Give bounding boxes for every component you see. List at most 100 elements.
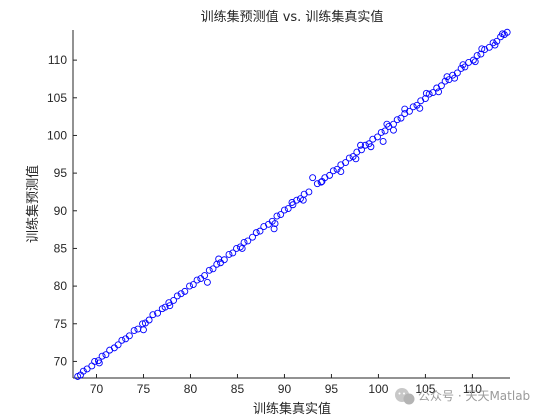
data-point — [161, 303, 169, 311]
data-point — [244, 237, 252, 245]
data-point — [453, 69, 461, 77]
data-point — [337, 168, 345, 176]
data-point — [236, 243, 244, 251]
data-point — [145, 316, 153, 324]
data-point — [326, 171, 334, 179]
watermark-text: 公众号 · 天天Matlab — [418, 389, 530, 403]
watermark: 公众号 · 天天Matlab — [395, 388, 530, 405]
data-point — [205, 266, 213, 274]
x-tick-label: 70 — [90, 382, 104, 396]
data-point — [358, 146, 365, 154]
y-tick-label: 90 — [54, 204, 68, 218]
data-point — [485, 43, 493, 51]
data-point — [318, 177, 326, 185]
data-point — [367, 143, 375, 151]
data-point — [409, 103, 417, 111]
data-point — [186, 282, 193, 290]
x-ticks: 70 75 80 85 90 95 100 105 110 — [90, 374, 482, 396]
data-point — [493, 37, 501, 45]
data-point — [317, 178, 325, 186]
data-point — [130, 327, 138, 334]
data-point — [252, 229, 260, 237]
data-point — [425, 90, 433, 98]
data-point — [437, 82, 445, 90]
data-point — [461, 63, 469, 71]
y-tick-label: 80 — [54, 279, 68, 293]
data-point — [379, 138, 387, 145]
data-point — [459, 61, 467, 69]
data-point — [114, 341, 122, 349]
data-point — [422, 89, 430, 97]
data-point — [273, 212, 281, 220]
data-point — [477, 50, 485, 58]
data-point — [281, 206, 288, 214]
data-point — [225, 251, 233, 258]
data-point — [91, 357, 99, 365]
data-point — [435, 88, 443, 96]
data-point — [451, 74, 458, 82]
data-point — [397, 114, 405, 122]
plot-axes: 70 75 80 85 90 95 100 105 110 70 75 80 85 90 95 100 105… — [47, 28, 511, 396]
data-point — [181, 287, 189, 295]
data-point — [79, 367, 87, 375]
data-point — [390, 126, 397, 134]
chart-title: 训练集预测值 vs. 训练集真实值 — [201, 9, 384, 25]
y-tick-label: 95 — [54, 166, 68, 180]
data-point — [377, 128, 385, 136]
x-tick-label: 90 — [278, 382, 292, 396]
y-tick-label: 105 — [47, 91, 67, 105]
data-point — [491, 41, 499, 49]
data-point — [170, 296, 178, 304]
y-tick-label: 75 — [54, 317, 68, 331]
data-point — [277, 211, 285, 219]
data-point — [305, 188, 313, 196]
data-point — [503, 28, 511, 36]
data-point — [118, 336, 126, 344]
data-point — [256, 227, 264, 235]
data-point — [473, 52, 481, 60]
x-tick-label: 95 — [325, 382, 339, 396]
data-point — [240, 238, 248, 246]
data-point — [352, 155, 360, 163]
data-point — [421, 95, 429, 103]
x-tick-label: 100 — [368, 382, 388, 396]
data-point — [309, 174, 317, 182]
data-point — [443, 73, 451, 81]
wechat-icon — [395, 388, 415, 405]
data-point — [284, 205, 292, 212]
data-point — [193, 276, 201, 284]
data-point — [393, 116, 401, 124]
data-point — [374, 133, 381, 141]
x-tick-label: 75 — [137, 382, 151, 396]
data-point — [229, 249, 237, 257]
data-point — [489, 39, 497, 47]
data-point — [203, 278, 211, 286]
data-point — [499, 30, 506, 38]
data-point — [95, 359, 103, 367]
data-point — [416, 104, 424, 112]
data-point — [288, 199, 296, 206]
data-point — [83, 365, 91, 373]
data-point — [209, 265, 217, 273]
data-point — [125, 332, 133, 340]
data-point — [173, 292, 181, 300]
data-point — [478, 45, 486, 53]
y-tick-label: 70 — [54, 354, 68, 368]
data-point — [102, 351, 110, 359]
data-point — [271, 220, 279, 228]
data-point — [401, 105, 409, 113]
data-point — [381, 127, 389, 135]
data-point — [357, 141, 365, 149]
data-point — [299, 196, 307, 204]
data-point — [140, 326, 147, 334]
scatter-points — [74, 28, 511, 380]
x-tick-label: 85 — [231, 382, 245, 396]
data-point — [98, 352, 106, 360]
data-point — [441, 77, 449, 85]
y-tick-label: 100 — [47, 128, 67, 142]
data-point — [333, 165, 341, 173]
data-point — [329, 167, 337, 175]
data-point — [249, 233, 256, 241]
data-point — [215, 255, 223, 263]
